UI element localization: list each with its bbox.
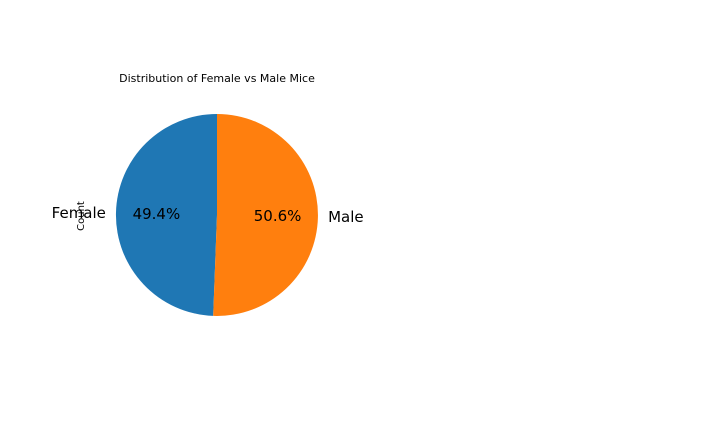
y-axis-label: Count bbox=[76, 201, 87, 231]
pie-slice-male bbox=[213, 114, 318, 316]
pie-slices bbox=[115, 113, 318, 316]
percent-label-male: 50.6% bbox=[254, 207, 302, 225]
category-label-female: Female bbox=[52, 204, 106, 222]
chart-title: Distribution of Female vs Male Mice bbox=[119, 72, 315, 85]
pie-slice-female bbox=[115, 113, 217, 316]
category-label-male: Male bbox=[328, 208, 364, 226]
pie-labels: Female 49.4% Male 50.6% bbox=[52, 204, 364, 226]
percent-label-female: 49.4% bbox=[133, 205, 181, 223]
